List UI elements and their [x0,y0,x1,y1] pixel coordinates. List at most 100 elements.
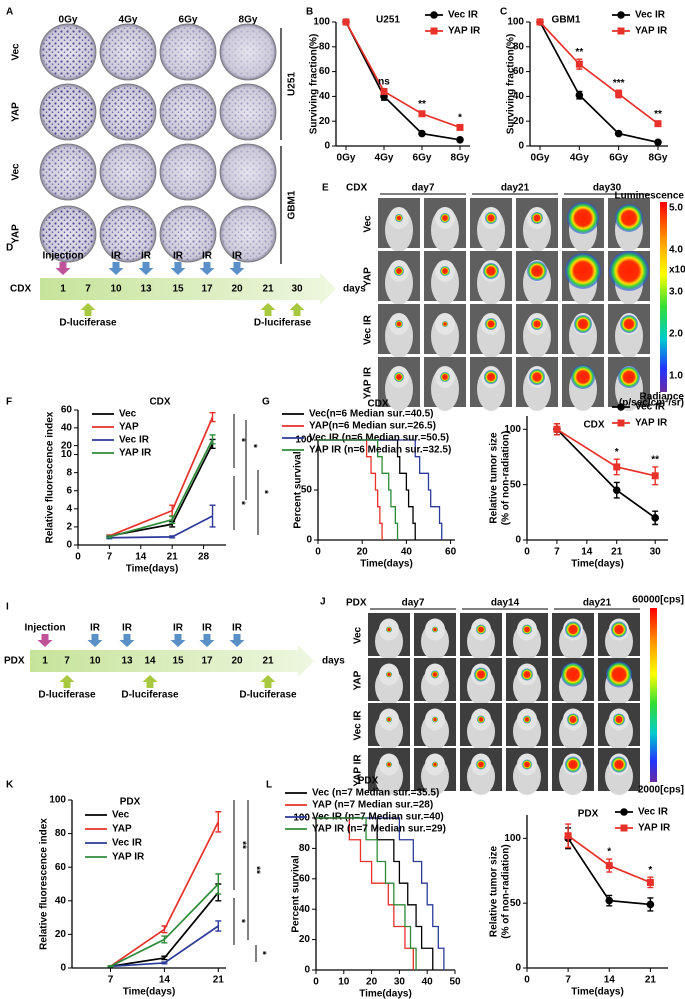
error-bar [169,535,176,539]
data-point [456,123,464,131]
y-tick-label: 80 [299,843,311,854]
significance-label: * [458,113,462,124]
data-point [646,878,654,886]
row-label: YAP [353,670,364,690]
timeline-day: 10 [110,284,122,295]
panel-label: D [6,243,13,254]
y-tick-label: 0 [515,963,521,974]
x-tick-label: 14 [135,552,147,563]
colonies [42,146,94,198]
data-point [651,472,659,480]
y-tick-label: 60 [55,862,67,873]
data-point [654,138,662,147]
timeline-day: 21 [262,656,274,667]
imaging-model: CDX [346,183,367,194]
data-point [615,90,623,98]
x-tick-label: 10 [338,977,350,988]
chart-title: CDX [149,397,170,408]
y-tick-label: 40 [319,91,331,102]
y-axis-label: Percent survival [291,855,302,932]
x-tick-label: 14 [604,975,616,986]
data-point [564,832,572,840]
event-arrow [138,262,154,275]
signal [386,671,392,678]
x-tick-label: 0 [315,547,321,558]
legend-label: YAP IR (n=6 Median sur.=32.5) [309,445,451,456]
event-arrow [199,634,215,647]
survival-curve [316,817,414,970]
legend-label: YAP (n=7 Median sur.=28) [312,800,433,811]
colorbar-max: 60000[cps] [632,595,684,606]
timeline-day: 1 [42,656,48,667]
y-tick-label: 50 [301,485,313,496]
significance-label: ns [378,77,390,88]
event-arrow [170,262,186,275]
panel-label: I [6,602,9,613]
ir-label: IR [232,623,243,634]
panel-label: E [322,183,329,194]
ir-label: IR [111,251,122,262]
x-tick-label: 40 [401,547,413,558]
significance-label: * [235,501,246,505]
x-tick-label: 21 [645,975,657,986]
x-tick-label: 8Gy [649,153,668,164]
error-bar [107,965,114,968]
y-tick-label: 0 [66,540,72,551]
significance-label: ** [651,455,659,466]
x-tick-label: 0Gy [531,153,550,164]
signal [485,318,497,330]
signal [483,263,499,279]
x-tick-label: 30 [650,547,662,558]
colonies [222,208,274,260]
signal [609,251,649,291]
signal [395,320,403,328]
series-line [556,428,656,477]
legend-marker [430,11,438,19]
significance-label: ** [418,99,426,110]
x-tick-label: 7 [108,975,114,986]
legend-label: Vec IR [638,807,669,818]
row-label: Vec [363,215,374,233]
x-tick-label: 4Gy [570,153,589,164]
signal [523,715,531,724]
timeline-day: 13 [140,284,152,295]
error-bar [209,504,216,528]
signal [565,621,581,638]
y-tick-label: 80 [513,41,525,52]
panel-label: K [6,780,14,791]
survival-curve [318,439,399,540]
x-axis-label: Time(days) [126,564,179,575]
y-tick-label: 0 [304,965,310,976]
signal [442,321,448,327]
timeline-day: 17 [201,656,213,667]
group-label: GBM1 [287,190,298,219]
chart-title: CDX [367,399,388,410]
error-bar [161,955,168,961]
timeline-day: 7 [85,284,91,295]
luciferase-arrow [59,675,75,688]
data-point [613,463,621,471]
significance-label: * [258,490,269,494]
colonies [102,208,154,260]
series-line [345,21,461,141]
survival-curve [316,817,417,970]
luciferase-label: D-luciferase [59,318,117,329]
significance-label: ** [654,109,662,120]
significance-label: ** [236,841,247,849]
significance-label: ** [250,866,261,874]
colonies [162,86,214,138]
signal [567,202,599,234]
y-tick-label: 20 [55,929,67,940]
y-axis-label: Relative fluorescence index [45,411,56,543]
signal [531,212,543,224]
error-bar [106,535,113,539]
legend-label: YAP IR [635,26,668,37]
day-header: day7 [402,598,425,609]
luciferase-arrow [80,303,96,316]
luciferase-arrow [142,675,158,688]
legend-label: Vec IR [112,838,143,849]
panel-label: B [306,7,313,18]
error-bar [209,434,216,445]
x-tick-label: 60 [445,547,457,558]
data-point [380,87,388,95]
